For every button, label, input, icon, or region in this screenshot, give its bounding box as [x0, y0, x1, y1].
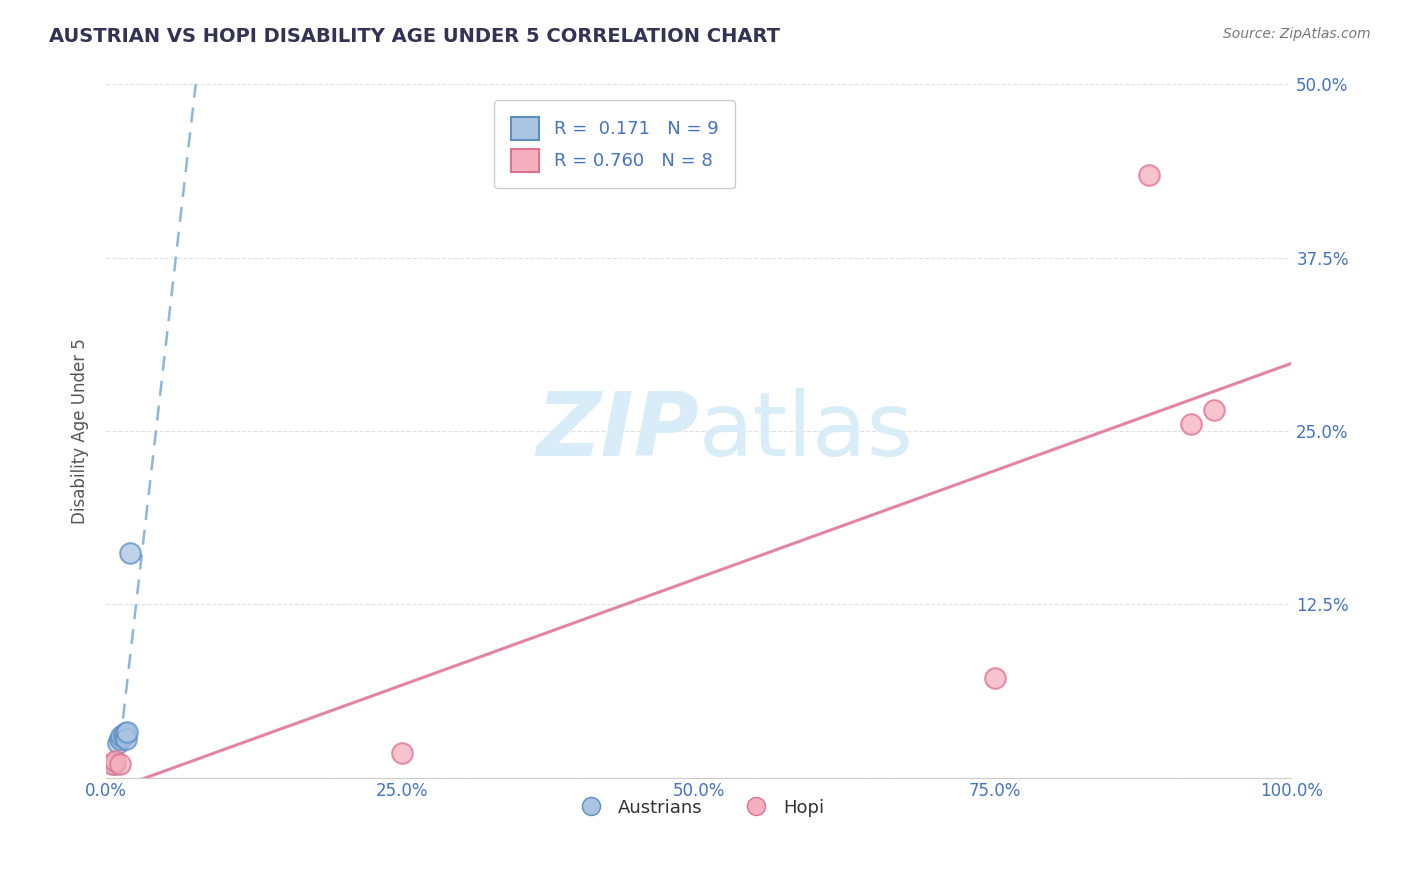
- Point: [108, 756, 131, 771]
- Text: ZIP: ZIP: [536, 387, 699, 475]
- Point: [1204, 403, 1226, 417]
- Point: [1137, 168, 1160, 182]
- Point: [104, 756, 127, 771]
- Point: [1180, 417, 1202, 431]
- Point: [112, 729, 135, 743]
- Point: [107, 736, 129, 750]
- Point: [984, 671, 1007, 685]
- Point: [391, 746, 413, 760]
- Point: [101, 756, 124, 771]
- Y-axis label: Disability Age Under 5: Disability Age Under 5: [72, 338, 89, 524]
- Point: [110, 729, 132, 743]
- Text: Source: ZipAtlas.com: Source: ZipAtlas.com: [1223, 27, 1371, 41]
- Point: [117, 724, 139, 739]
- Point: [104, 754, 127, 768]
- Point: [114, 726, 136, 740]
- Point: [118, 546, 141, 560]
- Text: atlas: atlas: [699, 387, 914, 475]
- Point: [108, 731, 131, 746]
- Point: [115, 731, 138, 746]
- Legend: Austrians, Hopi: Austrians, Hopi: [565, 791, 832, 824]
- Text: AUSTRIAN VS HOPI DISABILITY AGE UNDER 5 CORRELATION CHART: AUSTRIAN VS HOPI DISABILITY AGE UNDER 5 …: [49, 27, 780, 45]
